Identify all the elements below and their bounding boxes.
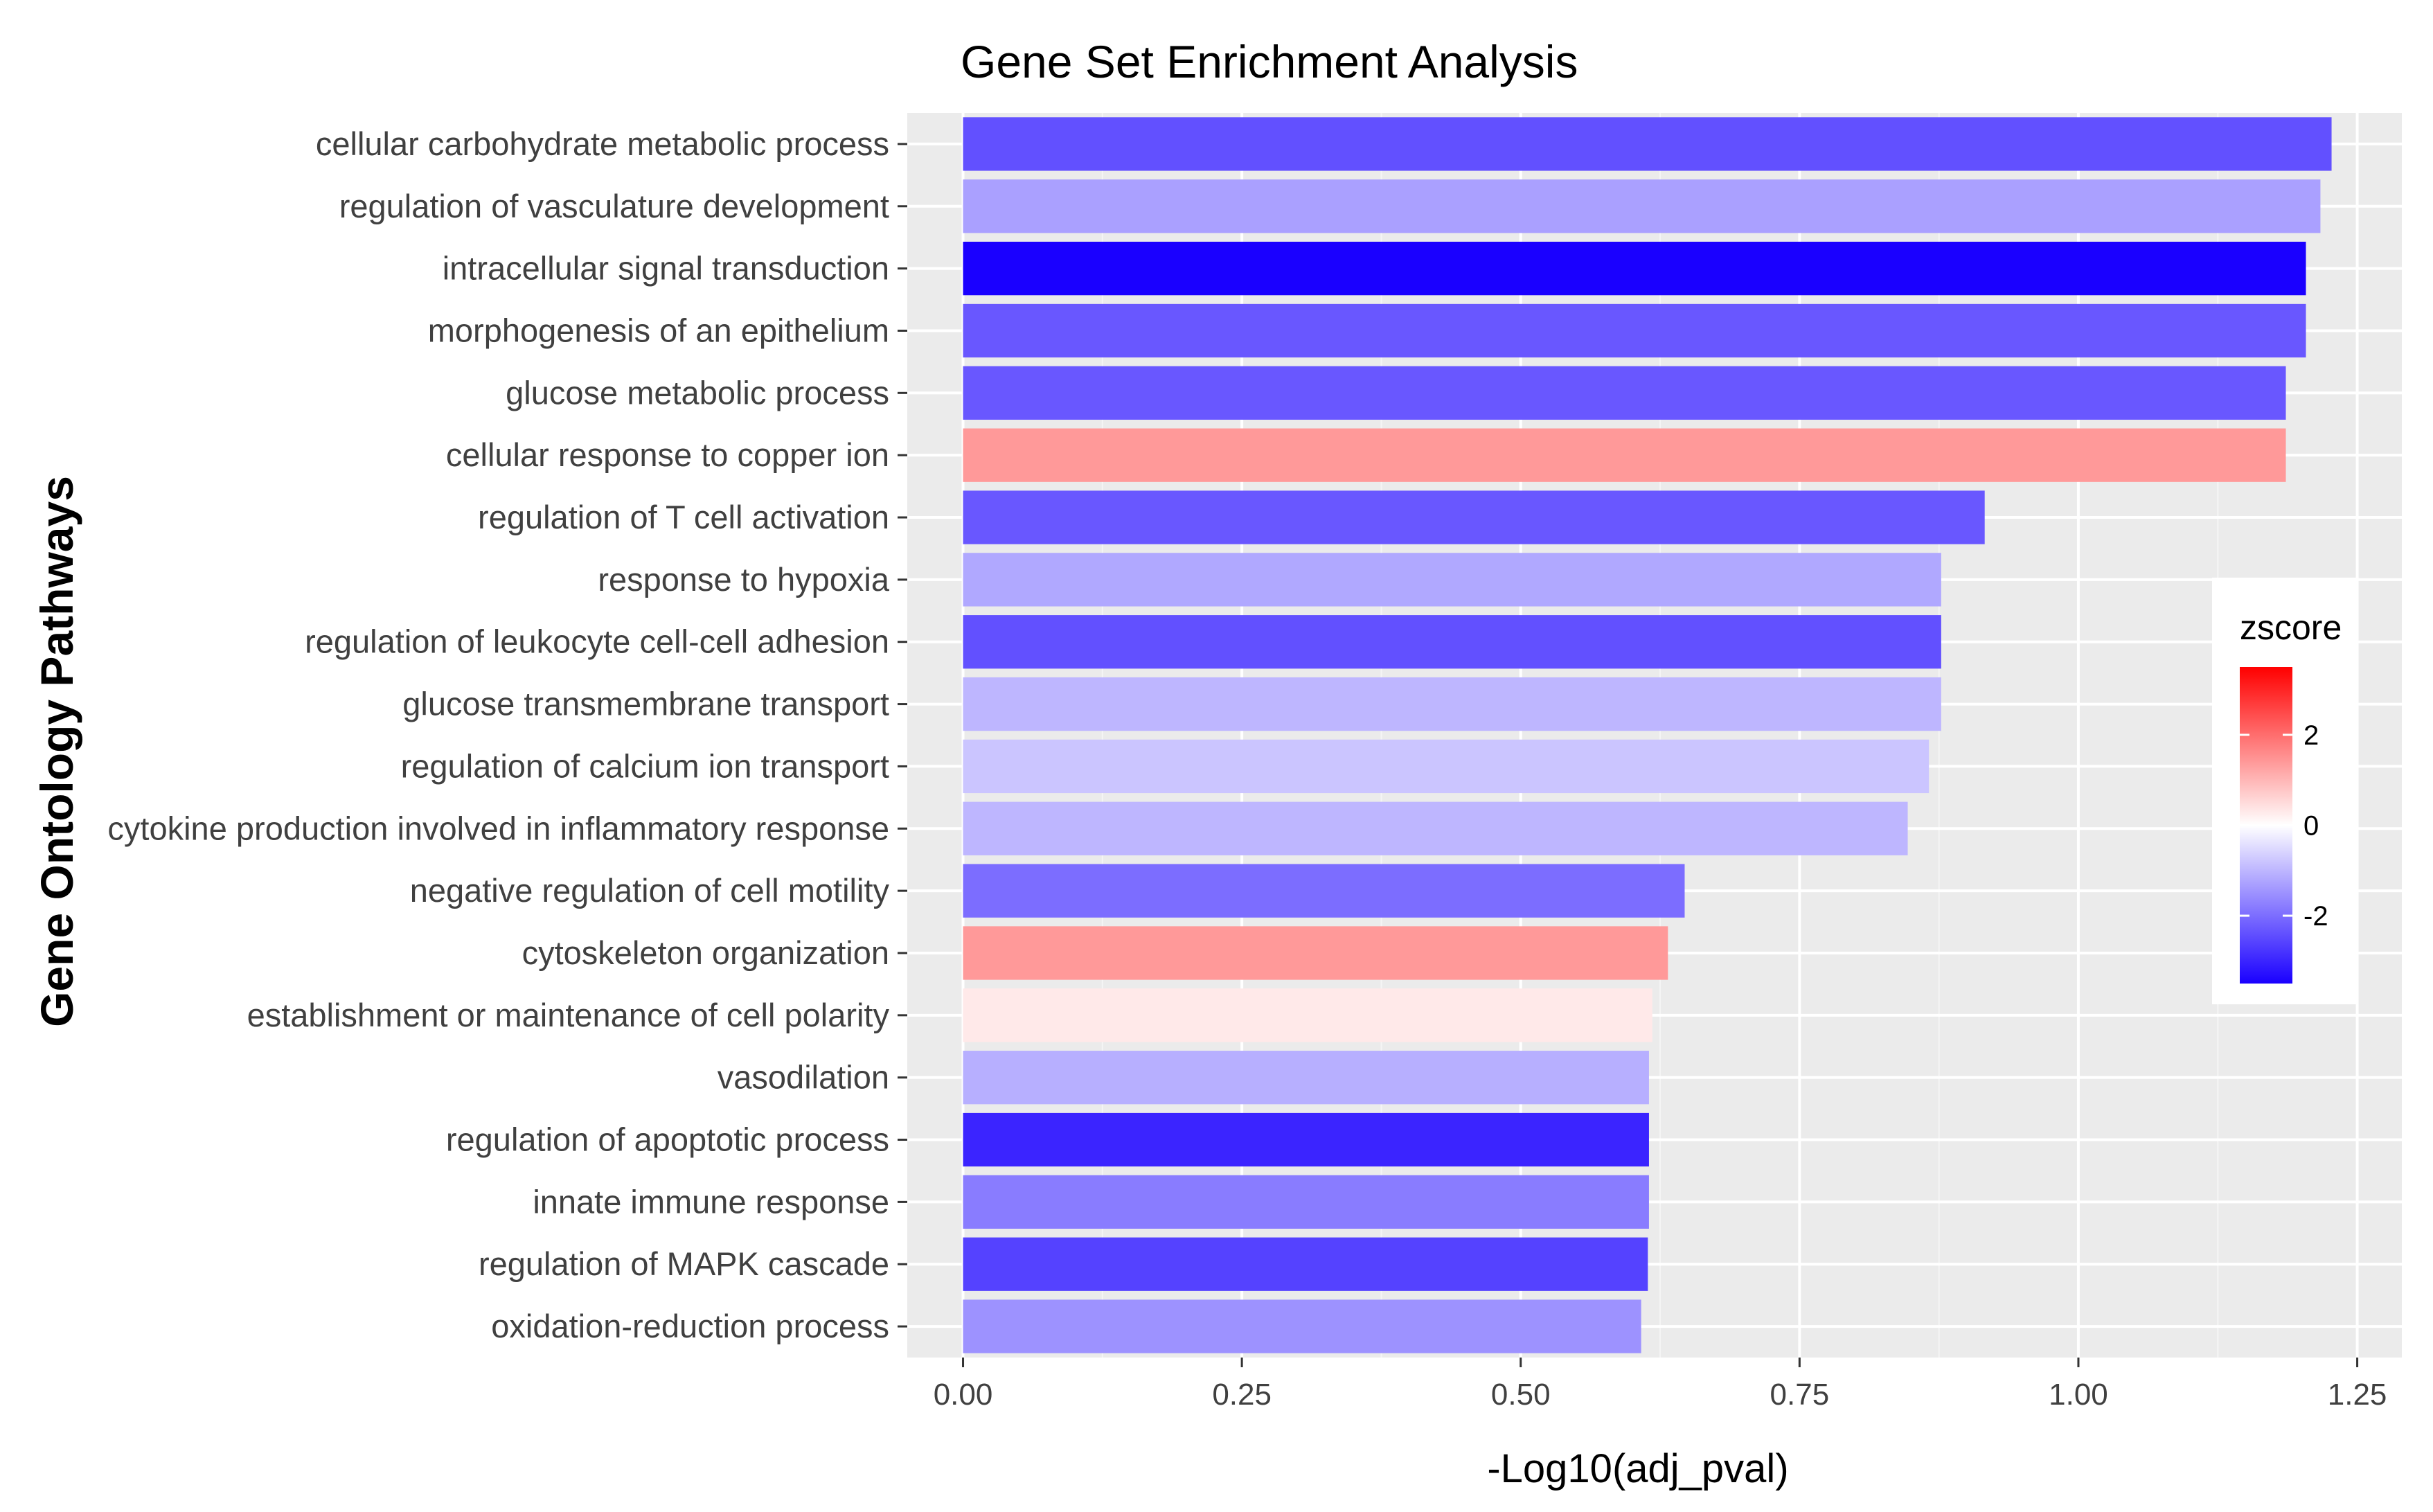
bar — [963, 241, 2306, 296]
x-tick-label: 0.25 — [1212, 1378, 1272, 1412]
category-label: intracellular signal transduction — [443, 250, 889, 287]
bars — [963, 117, 2332, 1353]
bar — [963, 677, 1941, 731]
plot-panel — [907, 113, 2402, 1358]
bar — [963, 801, 1908, 855]
legend-tick-label: 0 — [2303, 811, 2319, 842]
bar — [963, 490, 1985, 544]
y-axis: cellular carbohydrate metabolic process r… — [107, 125, 907, 1344]
bar — [963, 926, 1668, 980]
legend-ticks: 2 0 -2 — [2240, 720, 2328, 932]
category-label: morphogenesis of an epithelium — [428, 312, 889, 348]
x-tick-label: 0.00 — [934, 1378, 993, 1412]
bar — [963, 988, 1652, 1042]
x-axis-title: -Log10(adj_pval) — [1487, 1446, 1788, 1491]
category-label: oxidation-reduction process — [491, 1308, 889, 1344]
bar — [963, 179, 2321, 233]
category-label: regulation of apoptotic process — [446, 1121, 889, 1158]
y-axis-title: Gene Ontology Pathways — [31, 476, 82, 1027]
bar — [963, 553, 1941, 607]
category-label: negative regulation of cell motility — [410, 872, 890, 909]
category-label: cellular carbohydrate metabolic process — [316, 125, 889, 162]
chart-title: Gene Set Enrichment Analysis — [961, 36, 1578, 87]
category-label: vasodilation — [718, 1059, 889, 1096]
bar — [963, 1051, 1649, 1105]
bar — [963, 366, 2286, 420]
x-tick-label: 0.50 — [1491, 1378, 1551, 1412]
bar — [963, 303, 2306, 358]
bar — [963, 864, 1685, 918]
legend-tick-label: -2 — [2303, 901, 2328, 932]
category-label: glucose metabolic process — [506, 374, 889, 411]
category-label: regulation of vasculature development — [339, 188, 889, 224]
category-label: cytoskeleton organization — [522, 934, 889, 971]
bar — [963, 739, 1930, 794]
category-label: cellular response to copper ion — [446, 436, 889, 473]
bar — [963, 615, 1941, 669]
category-label: cytokine production involved in inflamma… — [107, 810, 889, 846]
category-label: regulation of MAPK cascade — [479, 1245, 889, 1282]
bar — [963, 1299, 1641, 1353]
zscore-legend: zscore 2 0 -2 — [2212, 578, 2356, 1004]
x-tick-label: 0.75 — [1770, 1378, 1830, 1412]
legend-title: zscore — [2240, 608, 2342, 647]
category-label: glucose transmembrane transport — [402, 686, 889, 722]
category-label: establishment or maintenance of cell pol… — [247, 997, 890, 1033]
bar — [963, 1237, 1648, 1291]
bar — [963, 1112, 1649, 1167]
bar — [963, 428, 2286, 482]
category-label: regulation of leukocyte cell-cell adhesi… — [305, 623, 889, 660]
bar — [963, 1175, 1649, 1229]
category-label: regulation of calcium ion transport — [401, 747, 889, 784]
bar — [963, 117, 2332, 171]
x-axis: 0.00 0.25 0.50 0.75 1.00 1.25 — [934, 1358, 2387, 1412]
x-tick-label: 1.00 — [2049, 1378, 2108, 1412]
category-label: response to hypoxia — [598, 561, 890, 598]
legend-tick-label: 2 — [2303, 720, 2319, 751]
category-label: regulation of T cell activation — [478, 499, 889, 535]
x-tick-label: 1.25 — [2328, 1378, 2387, 1412]
category-label: innate immune response — [533, 1183, 889, 1220]
